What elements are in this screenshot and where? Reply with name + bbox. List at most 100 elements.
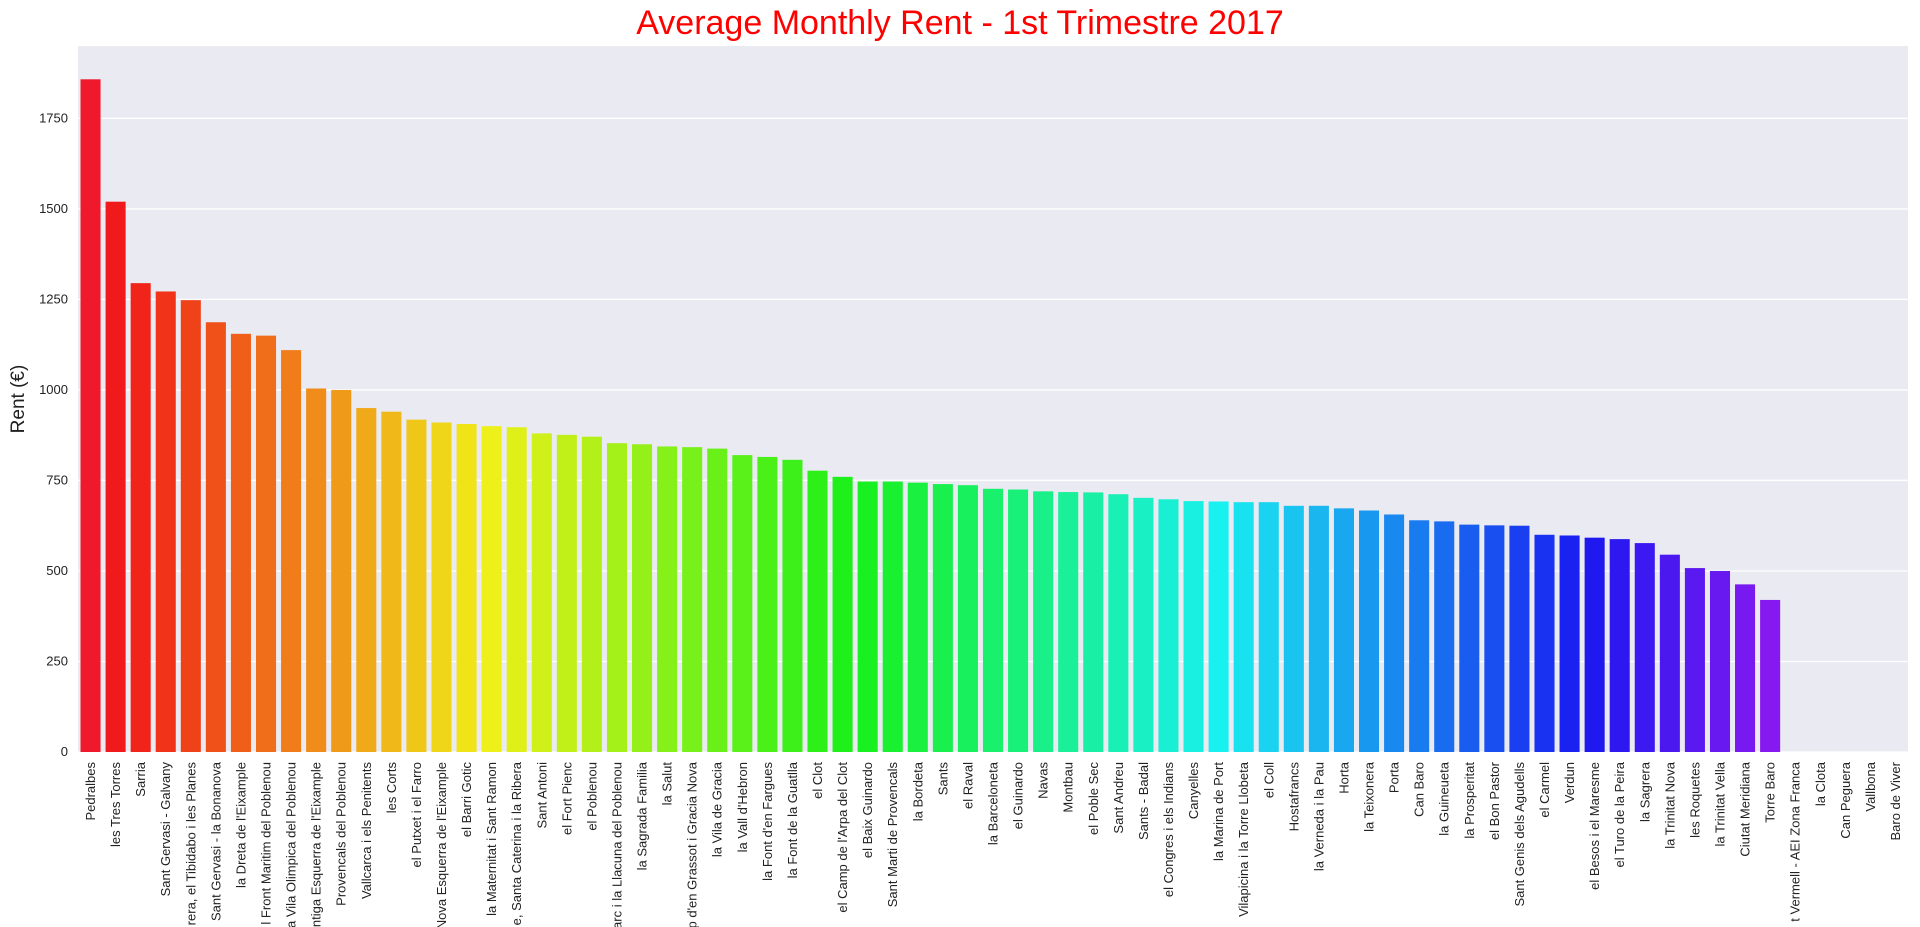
bar: [1384, 514, 1405, 752]
x-tick-label: Sants: [935, 762, 950, 796]
bar: [281, 350, 302, 752]
x-tick-label: la Sagrera: [1637, 761, 1652, 822]
bar: [105, 201, 126, 752]
x-axis-ticks: Pedralbes les Tres Torres Sarria Sant Gerva…: [83, 761, 1903, 927]
x-tick-label: el Baix Guinardo: [860, 762, 875, 858]
x-tick-label: Porta: [1387, 761, 1402, 793]
bar: [732, 455, 753, 752]
x-tick-label: el Bon Pastor: [1487, 761, 1502, 840]
y-tick-label: 750: [46, 472, 68, 487]
bar: [1434, 521, 1455, 752]
bar: [1584, 537, 1605, 752]
x-tick-label: el Coll: [1261, 762, 1276, 798]
bar: [857, 481, 878, 752]
bar: [1183, 501, 1204, 752]
x-tick-label: la Sagrada Familia: [635, 761, 650, 870]
x-tick-label: Sant Gervasi - Galvany: [158, 762, 173, 897]
x-tick-label: l Front Maritim del Poblenou: [259, 762, 274, 925]
bar: [1258, 502, 1279, 752]
y-tick-label: 1750: [39, 110, 68, 125]
bar: [1609, 539, 1630, 752]
bar: [1634, 543, 1655, 752]
x-tick-label: a Vila Olimpica del Poblenou: [284, 762, 299, 927]
x-tick-label: el Putxet i el Farro: [409, 762, 424, 868]
x-tick-label: el Barri Gotic: [459, 762, 474, 838]
x-tick-label: el Besos i el Maresme: [1587, 762, 1602, 890]
y-axis-label: Rent (€): [8, 365, 29, 434]
x-tick-label: Verdun: [1562, 762, 1577, 803]
x-tick-label: Sant Andreu: [1111, 762, 1126, 834]
x-tick-label: la Salut: [660, 762, 675, 806]
bar: [1333, 508, 1354, 752]
x-tick-label: Sant Genis dels Agudells: [1512, 762, 1527, 907]
x-tick-label: Vallbona: [1863, 761, 1878, 811]
x-tick-label: la Trinitat Vella: [1712, 761, 1727, 846]
bar: [331, 389, 352, 752]
bar: [1208, 501, 1229, 752]
bar: [431, 422, 452, 752]
bar: [556, 434, 577, 752]
x-tick-label: Hostafrancs: [1286, 762, 1301, 832]
x-tick-label: Montbau: [1061, 762, 1076, 813]
bar: [632, 444, 653, 752]
bar: [1509, 525, 1530, 752]
x-tick-label: el Poble Sec: [1086, 762, 1101, 835]
bar: [1760, 599, 1781, 752]
x-tick-label: la Clota: [1813, 761, 1828, 806]
bar: [1659, 554, 1680, 752]
bar: [832, 476, 853, 752]
x-tick-label: Sant Marti de Provencals: [885, 762, 900, 908]
bar: [1083, 492, 1104, 752]
bar: [1033, 491, 1054, 752]
x-tick-label: el Camp de l'Arpa del Clot: [835, 762, 850, 913]
x-tick-label: Sarria: [133, 761, 148, 796]
x-tick-label: el Raval: [960, 762, 975, 809]
bar: [1008, 489, 1029, 752]
bar: [230, 333, 251, 752]
x-tick-label: Sants - Badal: [1136, 762, 1151, 840]
bar: [130, 283, 151, 752]
x-tick-label: la Marina de Port: [1211, 762, 1226, 861]
bar: [1484, 525, 1505, 752]
x-tick-label: ntiga Esquerra de l'Eixample: [309, 762, 324, 927]
x-tick-label: la Barceloneta: [986, 761, 1001, 845]
x-tick-label: Can Peguera: [1838, 761, 1853, 838]
x-tick-label: Pedralbes: [83, 762, 98, 821]
bar: [606, 443, 627, 752]
bar: [782, 459, 803, 752]
x-tick-label: la Maternitat i Sant Ramon: [484, 762, 499, 916]
x-tick-label: la Trinitat Nova: [1662, 761, 1677, 848]
bar: [255, 335, 277, 752]
x-tick-label: el Congres i els Indians: [1161, 762, 1176, 898]
bar: [406, 419, 427, 752]
bar: [1058, 492, 1079, 752]
x-tick-label: la Dreta de l'Eixample: [233, 762, 248, 888]
bar: [682, 447, 703, 752]
bar: [1534, 534, 1555, 752]
x-tick-label: les Roquetes: [1687, 762, 1702, 838]
x-tick-label: Horta: [1336, 761, 1351, 794]
bar: [155, 291, 176, 752]
y-tick-label: 1500: [39, 201, 68, 216]
bar: [1158, 499, 1179, 752]
x-tick-label: el Guinardo: [1011, 762, 1026, 829]
x-tick-label: Baro de Viver: [1888, 761, 1903, 840]
x-tick-label: Sant Gervasi - la Bonanova: [208, 761, 223, 921]
bar: [1409, 520, 1430, 752]
x-tick-label: la Vila de Gracia: [710, 761, 725, 857]
x-tick-label: rera, el Tibidabo i les Planes: [183, 762, 198, 926]
bar: [180, 300, 201, 752]
bar: [456, 423, 477, 752]
x-tick-label: arc i la Llacuna del Poblenou: [609, 762, 624, 927]
x-tick-label: p d'en Grassot i Gracia Nova: [685, 761, 700, 927]
bars: [80, 79, 1781, 752]
bar: [982, 488, 1004, 752]
x-tick-label: la Vall d'Hebron: [735, 762, 750, 852]
bar: [205, 322, 226, 752]
bar: [1283, 505, 1304, 752]
x-tick-label: les Tres Torres: [108, 762, 123, 848]
y-axis-ticks: 0 250 500 750 1000 1250 1500 1750: [39, 110, 68, 759]
x-tick-label: la Font d'en Fargues: [760, 762, 775, 881]
bar: [1559, 535, 1580, 752]
